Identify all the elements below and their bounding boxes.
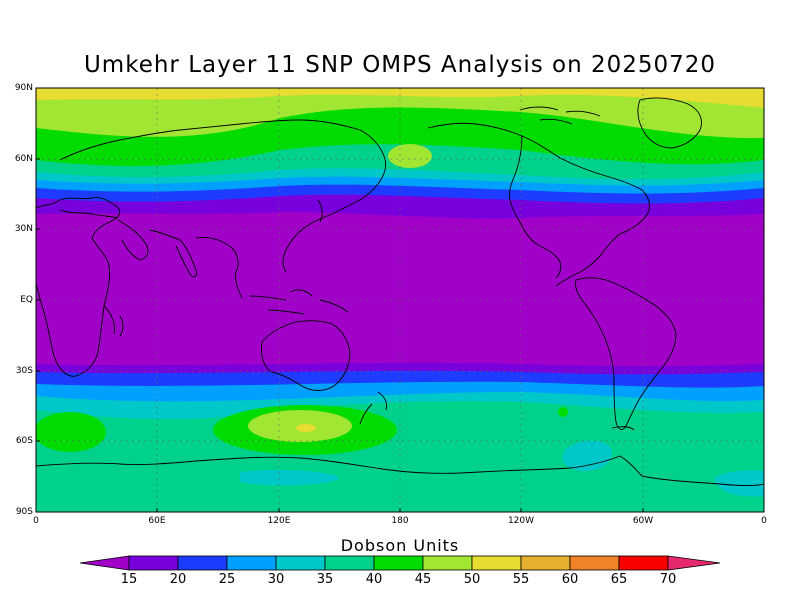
colorbar-label: 65 [610,572,628,587]
colorbar-label: 30 [267,572,285,587]
colorbar-arrow-low [79,555,130,571]
lat-label-90s: 90S [15,507,33,517]
lon-label-120w: 120W [507,516,535,526]
colorbar-label: 70 [659,572,677,587]
lon-label-120e: 120E [267,516,291,526]
colorbar-swatch [471,555,522,571]
colorbar-label: 35 [316,572,334,587]
field-blob-45-southindian [36,412,106,452]
colorbar-arrow-high [667,555,721,571]
field-blob-50-siberia [388,144,432,168]
lat-label-90n: 90N [14,83,33,93]
colorbar-swatch [275,555,326,571]
lat-label-eq: EQ [20,295,33,305]
colorbar-swatch [226,555,277,571]
colorbar-label: 25 [218,572,236,587]
field-blob-35-antarctic [562,440,612,472]
colorbar-swatch [373,555,424,571]
gridlines [36,88,764,512]
lat-label-30n: 30N [14,224,33,234]
colorbar-title: Dobson Units [340,536,460,555]
lon-label-0-east: 0 [761,516,767,526]
colorbar-label: 55 [512,572,530,587]
lon-label-0: 0 [33,516,39,526]
colorbar [79,555,721,571]
coastlines [36,97,764,486]
lon-label-60w: 60W [632,516,654,526]
colorbar-swatch [422,555,473,571]
axis-ticks [35,87,765,513]
field-blob-35-antarctic-west [240,470,340,486]
lon-label-60e: 60E [148,516,166,526]
colorbar-swatch [128,555,179,571]
colorbar-label: 50 [463,572,481,587]
map-title: Umkehr Layer 11 SNP OMPS Analysis on 202… [83,52,717,78]
colorbar-swatch [520,555,571,571]
field-blob-35-antarctic-east [714,470,764,497]
colorbar-swatch [569,555,620,571]
lat-label-30s: 30S [15,366,33,376]
colorbar-label: 15 [120,572,138,587]
colorbar-swatch [324,555,375,571]
colorbar-label: 20 [169,572,187,587]
lat-label-60s: 60S [15,436,33,446]
colorbar-swatch [618,555,669,571]
colorbar-label: 45 [414,572,432,587]
field-band-north-15b [36,194,764,219]
colorbar-swatch [177,555,228,571]
field-blob-45-samerica [558,407,568,417]
colorbar-label: 60 [561,572,579,587]
lon-label-180: 180 [391,516,409,526]
lat-label-60n: 60N [14,154,33,164]
field-blob-55-australia [296,424,316,432]
colorbar-label: 40 [365,572,383,587]
